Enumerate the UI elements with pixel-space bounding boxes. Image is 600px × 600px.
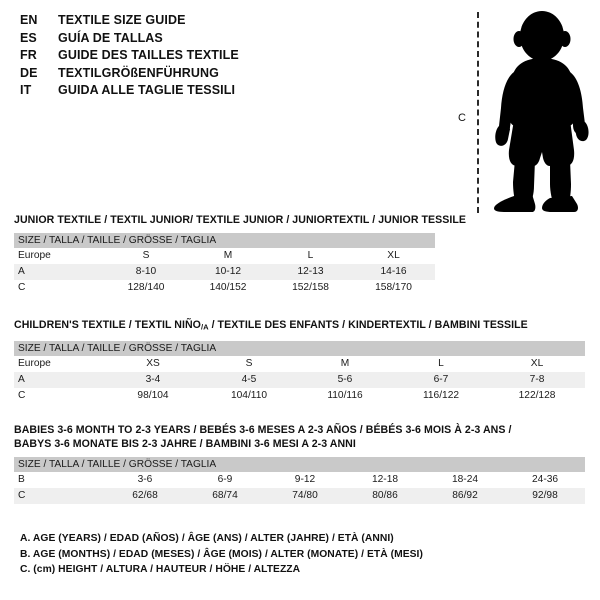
height-marker-label: C	[458, 112, 466, 124]
table-cell: 12-13	[269, 264, 352, 280]
row-label: C	[14, 280, 105, 296]
height-measurement-figure: C	[450, 8, 600, 213]
size-table-babies: SIZE / TALLA / TAILLE / GRÖSSE / TAGLIA …	[14, 457, 586, 504]
table-cell: 104/110	[201, 387, 297, 404]
table-row: C 128/140 140/152 152/158 158/170	[14, 280, 436, 296]
table-cell: 5-6	[297, 371, 393, 388]
legend-line-a: A. AGE (YEARS) / EDAD (AÑOS) / ÂGE (ANS)…	[20, 533, 394, 544]
table-cell: XL	[489, 355, 586, 372]
row-label: Europe	[14, 248, 105, 264]
table-cell: XL	[352, 248, 436, 264]
size-section-junior: JUNIOR TEXTILE / TEXTIL JUNIOR/ TEXTILE …	[14, 213, 466, 296]
table-cell: 122/128	[489, 387, 586, 404]
table-row: A 8-10 10-12 12-13 14-16	[14, 264, 436, 280]
table-cell: 128/140	[105, 280, 187, 296]
size-section-children: CHILDREN'S TEXTILE / TEXTIL NIÑO/A / TEX…	[14, 318, 586, 404]
size-table-junior: SIZE / TALLA / TAILLE / GRÖSSE / TAGLIA …	[14, 233, 436, 296]
section-title-children-prefix: CHILDREN'S TEXTILE / TEXTIL NIÑO	[14, 319, 201, 331]
section-title-children-suffix: / TEXTILE DES ENFANTS / KINDERTEXTIL / B…	[208, 319, 528, 331]
table-cell: XS	[105, 355, 201, 372]
legend-line-b: B. AGE (MONTHS) / EDAD (MESES) / ÂGE (MO…	[20, 548, 423, 560]
table-cell: 80/86	[345, 488, 425, 504]
guide-title-it: GUIDA ALLE TAGLIE TESSILI	[58, 83, 236, 97]
table-cell: 14-16	[352, 264, 436, 280]
language-code-es: ES	[20, 30, 37, 45]
section-title-children: CHILDREN'S TEXTILE / TEXTIL NIÑO/A / TEX…	[14, 318, 585, 335]
table-cell: 8-10	[105, 264, 187, 280]
guide-title-fr: GUIDE DES TAILLES TEXTILE	[58, 48, 239, 62]
language-row: FR GUIDE DES TAILLES TEXTILE	[20, 48, 420, 66]
row-label: Europe	[14, 355, 105, 372]
table-cell: 116/122	[393, 387, 489, 404]
table-cell: 74/80	[265, 488, 345, 504]
row-label: A	[14, 371, 105, 388]
table-cell: 10-12	[187, 264, 269, 280]
section-title-babies-line1: BABIES 3-6 MONTH TO 2-3 YEARS / BEBÉS 3-…	[14, 424, 512, 436]
section-title-babies-line2: BABYS 3-6 MONATE BIS 2-3 JAHRE / BAMBINI…	[14, 438, 356, 450]
table-cell: 98/104	[105, 387, 201, 404]
table-cell: S	[105, 248, 187, 264]
table-cell: 92/98	[505, 488, 586, 504]
table-cell: 12-18	[345, 472, 425, 488]
section-title-children-sub: /A	[200, 322, 209, 332]
language-row: EN TEXTILE SIZE GUIDE	[20, 13, 420, 31]
table-row: Europe XS S M L XL	[14, 355, 586, 372]
table-band-row: SIZE / TALLA / TAILLE / GRÖSSE / TAGLIA	[14, 233, 436, 248]
table-cell: L	[393, 355, 489, 372]
size-band-label: SIZE / TALLA / TAILLE / GRÖSSE / TAGLIA	[14, 340, 586, 356]
table-cell: 24-36	[505, 472, 586, 488]
table-cell: 110/116	[297, 387, 393, 404]
language-row: DE TEXTILGRÖßENFÜHRUNG	[20, 66, 420, 84]
table-cell: 86/92	[425, 488, 505, 504]
table-cell: L	[269, 248, 352, 264]
size-section-babies: BABIES 3-6 MONTH TO 2-3 YEARS / BEBÉS 3-…	[14, 423, 586, 504]
table-cell: 4-5	[201, 371, 297, 388]
guide-title-en: TEXTILE SIZE GUIDE	[58, 13, 186, 27]
guide-title-es: GUÍA DE TALLAS	[58, 30, 163, 45]
table-row: Europe S M L XL	[14, 248, 436, 264]
table-cell: 9-12	[265, 472, 345, 488]
table-cell: M	[297, 355, 393, 372]
row-label: C	[14, 387, 105, 404]
table-cell: 3-6	[105, 472, 185, 488]
legend-line-c: C. (cm) HEIGHT / ALTURA / HAUTEUR / HÖHE…	[20, 564, 301, 575]
table-cell: 62/68	[105, 488, 185, 504]
section-title-junior: JUNIOR TEXTILE / TEXTIL JUNIOR/ TEXTILE …	[14, 214, 467, 226]
table-band-row: SIZE / TALLA / TAILLE / GRÖSSE / TAGLIA	[14, 340, 586, 356]
table-row: A 3-4 4-5 5-6 6-7 7-8	[14, 371, 586, 388]
language-code-fr: FR	[20, 48, 37, 62]
table-cell: 3-4	[105, 371, 201, 388]
size-band-label: SIZE / TALLA / TAILLE / GRÖSSE / TAGLIA	[14, 457, 586, 472]
language-header-block: EN TEXTILE SIZE GUIDE ES GUÍA DE TALLAS …	[20, 13, 420, 101]
guide-title-de: TEXTILGRÖßENFÜHRUNG	[58, 65, 219, 80]
row-label: C	[14, 488, 105, 504]
table-cell: 140/152	[187, 280, 269, 296]
language-code-en: EN	[20, 13, 38, 27]
table-cell: 6-9	[185, 472, 265, 488]
measurement-legend: A. AGE (YEARS) / EDAD (AÑOS) / ÂGE (ANS)…	[20, 531, 490, 578]
height-dashed-line	[477, 12, 479, 213]
row-label: A	[14, 264, 105, 280]
table-cell: 158/170	[352, 280, 436, 296]
table-row: C 98/104 104/110 110/116 116/122 122/128	[14, 387, 586, 404]
size-band-label: SIZE / TALLA / TAILLE / GRÖSSE / TAGLIA	[14, 233, 436, 248]
table-row: C 62/68 68/74 74/80 80/86 86/92 92/98	[14, 488, 586, 504]
table-cell: 152/158	[269, 280, 352, 296]
table-row: B 3-6 6-9 9-12 12-18 18-24 24-36	[14, 472, 586, 488]
language-row: ES GUÍA DE TALLAS	[20, 31, 420, 49]
language-code-it: IT	[20, 83, 32, 97]
language-code-de: DE	[20, 65, 38, 80]
table-cell: M	[187, 248, 269, 264]
table-cell: 6-7	[393, 371, 489, 388]
language-row: IT GUIDA ALLE TAGLIE TESSILI	[20, 83, 420, 101]
size-table-children: SIZE / TALLA / TAILLE / GRÖSSE / TAGLIA …	[14, 340, 586, 404]
row-label: B	[14, 472, 105, 488]
table-cell: S	[201, 355, 297, 372]
table-cell: 7-8	[489, 371, 586, 388]
table-band-row: SIZE / TALLA / TAILLE / GRÖSSE / TAGLIA	[14, 457, 586, 472]
table-cell: 18-24	[425, 472, 505, 488]
table-cell: 68/74	[185, 488, 265, 504]
toddler-silhouette-icon	[494, 11, 589, 212]
